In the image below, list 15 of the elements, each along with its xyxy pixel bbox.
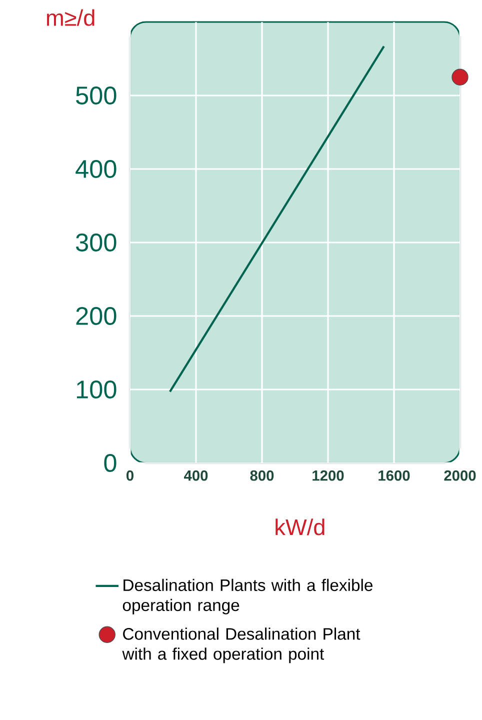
y-tick-label: 100 <box>76 380 116 398</box>
x-tick-label: 2000 <box>444 470 476 481</box>
y-tick-label: 200 <box>76 307 116 325</box>
x-tick-label: 800 <box>250 470 274 481</box>
x-tick-label: 1600 <box>378 470 410 481</box>
x-tick-label: 1200 <box>312 470 344 481</box>
legend-label: Conventional Desalination Plant with a fixed operation point <box>122 628 360 664</box>
y-tick-label: 300 <box>76 234 116 252</box>
y-tick-label: 500 <box>76 86 116 104</box>
x-tick-label: 0 <box>126 470 134 481</box>
y-axis-title: m≥/d <box>46 9 94 26</box>
y-tick-label: 400 <box>76 160 116 178</box>
legend-label: Desalination Plants with a flexible operation range <box>122 578 372 614</box>
x-axis-title: kW/d <box>276 518 324 536</box>
x-tick-label: 400 <box>184 470 208 481</box>
